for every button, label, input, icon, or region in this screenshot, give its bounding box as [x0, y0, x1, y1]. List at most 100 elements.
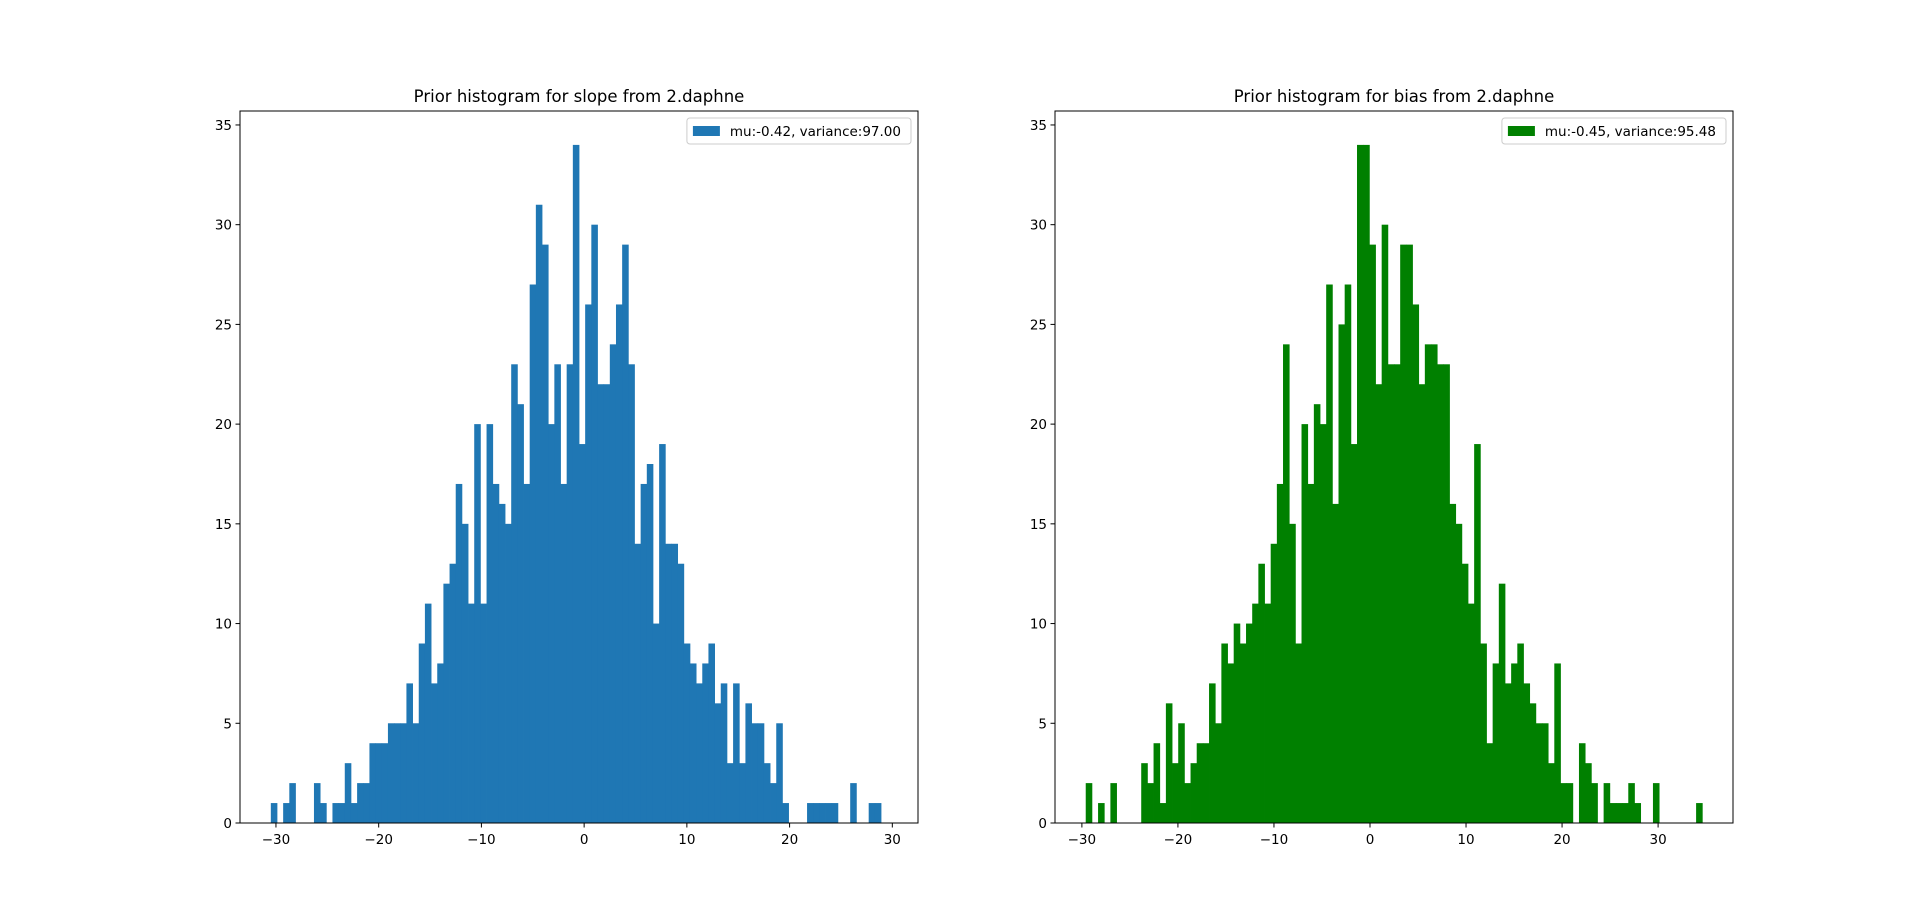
bias-histogram-bar [1585, 763, 1592, 823]
bias-x-tick-label: −10 [1260, 832, 1289, 848]
bias-histogram-bar [1529, 703, 1537, 823]
slope-y-axis: 0 5 10 15 20 25 30 35 [215, 118, 240, 832]
bias-histogram-bar [1412, 304, 1420, 824]
slope-x-tick-label: −20 [364, 832, 393, 848]
bias-histogram-bar [1301, 424, 1309, 823]
bias-histogram-bar [1295, 643, 1302, 823]
slope-histogram-bar [652, 623, 660, 823]
slope-histogram-bar [511, 364, 518, 823]
slope-histogram-bar [646, 464, 654, 823]
slope-histogram-bar [634, 543, 642, 823]
slope-histogram-bar [579, 444, 586, 823]
bias-histogram-bar [1566, 783, 1574, 823]
bias-histogram-bar [1178, 723, 1185, 823]
bias-axes-frame [1054, 110, 1734, 824]
slope-histogram-bar [671, 543, 679, 823]
slope-legend-label: mu:-0.42, variance:97.00 [730, 124, 901, 140]
slope-histogram-bar [597, 384, 605, 823]
bias-histogram-bar [1437, 364, 1444, 823]
slope-histogram-bar [850, 783, 857, 823]
bias-x-tick-label: 10 [1457, 832, 1474, 848]
slope-histogram-bar [615, 304, 623, 824]
slope-y-tick-label: 35 [215, 118, 232, 134]
bias-legend-box [1501, 117, 1727, 145]
slope-histogram-bar [640, 483, 648, 823]
bias-histogram-bar [1554, 663, 1561, 823]
slope-histogram-bar [739, 763, 746, 823]
slope-histogram-bar [363, 783, 370, 823]
slope-histogram-bar [807, 803, 814, 823]
bias-histogram-bar [1622, 803, 1629, 823]
slope-histogram-bar [498, 503, 506, 823]
bias-histogram-bar [1381, 224, 1389, 823]
slope-histogram-bar [868, 803, 876, 823]
bias-histogram-bar [1548, 763, 1555, 823]
slope-histogram-bar [609, 344, 617, 823]
bias-histogram-bar [1455, 523, 1463, 823]
bias-histogram-bar [1283, 344, 1290, 823]
slope-legend: mu:-0.42, variance:97.00 [686, 117, 912, 145]
bias-histogram-bar [1326, 284, 1333, 823]
slope-histogram-bar [757, 723, 765, 823]
slope-histogram-bar [566, 364, 574, 823]
bias-histogram-bar [1098, 803, 1105, 823]
slope-histogram-bar [437, 663, 444, 823]
bias-histogram-bar [1159, 803, 1167, 823]
slope-histogram-bar [603, 384, 611, 823]
slope-histogram-bar [819, 803, 826, 823]
bias-histogram-bar [1603, 783, 1611, 823]
slope-histogram-bar [572, 144, 580, 823]
slope-histogram-bar [535, 204, 543, 824]
bias-histogram-bar [1202, 743, 1210, 823]
bias-histogram-bar [1492, 663, 1500, 823]
slope-histogram-bar [400, 723, 407, 823]
slope-histogram-bar [825, 803, 833, 823]
bias-histogram-bar [1535, 723, 1543, 823]
slope-histogram-bar [350, 803, 358, 823]
slope-x-tick-label: −10 [467, 832, 496, 848]
bias-histogram-bar [1227, 663, 1235, 823]
slope-histogram-bar [813, 803, 820, 823]
bias-histogram-bar [1363, 144, 1370, 823]
bias-y-axis: 0 5 10 15 20 25 30 35 [1030, 118, 1055, 832]
slope-histogram-bar [418, 643, 426, 823]
slope-histogram-bar [406, 683, 413, 823]
slope-histogram-bar [751, 723, 759, 823]
bias-histogram-bar [1264, 603, 1272, 823]
bias-histogram-bar [1430, 344, 1438, 823]
bias-histogram-bar [1394, 364, 1401, 823]
slope-histogram-bar [726, 763, 734, 823]
bias-histogram-bar [1578, 743, 1586, 823]
slope-histogram-bar [270, 803, 278, 823]
bias-histogram-bar [1252, 603, 1259, 823]
bias-histogram-bar [1400, 244, 1407, 823]
bias-histogram-bar [1418, 384, 1426, 823]
slope-y-tick-label: 0 [223, 816, 232, 832]
slope-histogram-bar [474, 424, 481, 823]
slope-histogram-bar [622, 244, 629, 823]
bias-histogram-bar [1523, 683, 1531, 823]
bias-histogram-bar [1560, 783, 1568, 823]
bias-histogram-bar [1461, 563, 1469, 823]
bias-x-tick-label: 20 [1553, 832, 1570, 848]
slope-histogram-bar [585, 304, 592, 824]
bias-histogram-bar [1406, 244, 1413, 823]
slope-y-tick-label: 5 [223, 716, 232, 732]
slope-histogram-bar [412, 723, 420, 823]
bias-histogram-bar [1609, 803, 1617, 823]
bias-histogram-bar [1270, 543, 1278, 823]
slope-axes-frame [239, 110, 919, 824]
slope-histogram-bar [461, 523, 469, 823]
slope-histogram-bar [468, 603, 475, 823]
slope-histogram-bar [677, 563, 685, 823]
bias-histogram-bar [1233, 623, 1241, 823]
bias-y-tick-label: 25 [1030, 317, 1047, 333]
slope-histogram-bar [683, 643, 691, 823]
bias-y-tick-label: 5 [1038, 716, 1047, 732]
slope-histogram-bars [270, 144, 882, 824]
bias-histogram-bar [1486, 743, 1494, 823]
bias-histogram-bar [1276, 483, 1284, 823]
slope-y-tick-label: 20 [215, 417, 232, 433]
